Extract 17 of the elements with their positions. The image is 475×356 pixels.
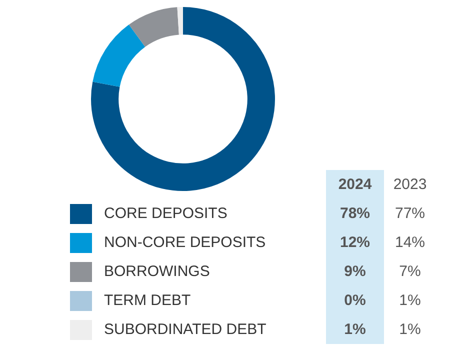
text: 77% — [394, 204, 426, 224]
text: 0% — [344, 292, 366, 309]
text: 2024 — [326, 170, 384, 199]
data-label: 78% — [326, 199, 384, 228]
legend-label: CORE DEPOSITS — [103, 204, 228, 224]
data-label: 12% — [326, 228, 384, 257]
legend-label: SUBORDINATED DEBT — [103, 320, 268, 340]
data-label: 9% — [326, 257, 384, 286]
text: 1% — [398, 320, 422, 340]
legend-label: TERM DEBT — [103, 291, 192, 311]
text: 2023 — [392, 175, 428, 195]
legend-label: NON-CORE DEPOSITS — [103, 233, 267, 253]
text: 7% — [398, 262, 422, 282]
text: 1% — [398, 291, 422, 311]
data-label: 1% — [326, 315, 384, 344]
legend-label: BORROWINGS — [103, 262, 211, 282]
text: 14% — [394, 233, 426, 253]
